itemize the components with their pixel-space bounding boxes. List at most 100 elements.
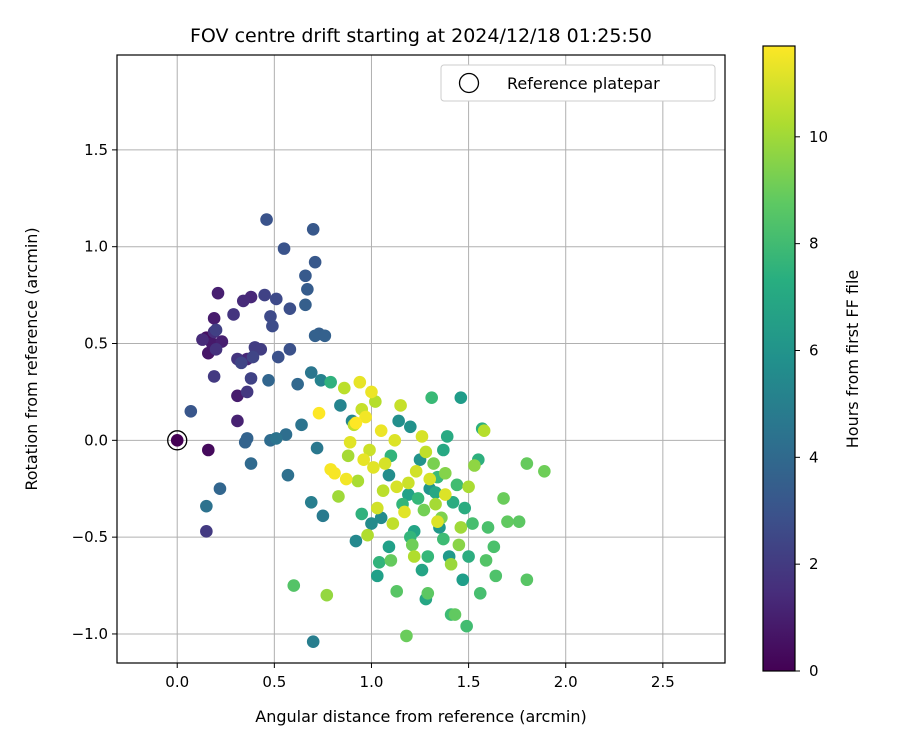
data-point (343, 435, 357, 449)
data-point (308, 329, 322, 343)
data-point (481, 521, 495, 534)
legend-box (440, 64, 716, 102)
data-point (363, 443, 376, 457)
data-point (400, 629, 413, 643)
data-point (244, 457, 258, 470)
data-point (489, 569, 503, 583)
data-point (304, 495, 318, 509)
data-point (337, 381, 351, 395)
data-point (320, 588, 334, 602)
data-point (458, 501, 472, 515)
data-point (258, 288, 271, 302)
data-point (446, 495, 460, 509)
chart-title: FOV centre drift starting at 2024/12/18 … (190, 25, 652, 47)
data-point (291, 377, 304, 391)
data-point (390, 480, 404, 494)
data-point (386, 517, 400, 530)
data-point (264, 310, 277, 323)
data-point (308, 255, 322, 269)
x-tick-label: 1.0 (360, 673, 384, 691)
data-point (454, 391, 468, 405)
data-point (460, 619, 473, 633)
data-point (365, 517, 378, 530)
data-point (283, 302, 297, 315)
y-tick-label: −0.5 (72, 528, 108, 546)
data-point (427, 457, 440, 470)
data-point (374, 511, 388, 525)
data-point (281, 468, 295, 482)
y-axis-ticks: −1.0 −0.5 0.0 0.5 1.0 1.5 (72, 141, 117, 643)
data-point (231, 414, 244, 428)
reference-ring (167, 430, 188, 451)
data-point (378, 457, 392, 470)
data-point (357, 453, 370, 466)
data-point (479, 554, 493, 567)
data-point (415, 430, 429, 443)
data-point (520, 457, 534, 470)
data-point (269, 292, 283, 306)
data-point (437, 443, 450, 457)
data-point (334, 399, 347, 412)
data-point (405, 538, 419, 552)
data-point (462, 550, 475, 563)
colorbar-frame (762, 45, 796, 672)
data-point (244, 372, 258, 385)
data-point (361, 528, 374, 542)
data-point (318, 329, 332, 343)
x-tick-label: 0.5 (262, 673, 286, 691)
data-point (388, 434, 402, 447)
data-point (501, 515, 514, 528)
data-point (512, 515, 526, 528)
legend: Reference platepar (440, 64, 716, 102)
data-point (235, 356, 248, 370)
reference-point (170, 434, 184, 447)
data-point (431, 515, 444, 528)
data-point (382, 468, 396, 482)
data-point (211, 286, 225, 300)
y-tick-label: −1.0 (72, 625, 108, 643)
colorbar-gradient (763, 46, 795, 671)
data-point (398, 505, 411, 519)
plot-frame (116, 54, 726, 664)
x-tick-label: 2.5 (651, 673, 675, 691)
data-point (279, 428, 293, 441)
data-point (262, 373, 275, 387)
x-axis-ticks: 0.0 0.5 1.0 1.5 2.0 2.5 (165, 663, 675, 691)
data-point (287, 579, 301, 592)
data-point (209, 323, 223, 337)
data-point (415, 563, 429, 577)
colorbar-label: Hours from first FF file (843, 270, 862, 449)
data-point (339, 472, 353, 486)
data-point (324, 375, 337, 389)
y-tick-label: 1.0 (84, 238, 108, 256)
data-point (437, 532, 450, 546)
data-point (324, 463, 337, 476)
data-point (372, 556, 386, 569)
data-point (196, 333, 209, 346)
data-point (209, 343, 223, 356)
data-point (238, 435, 252, 449)
data-point (207, 312, 221, 325)
data-point (283, 343, 297, 356)
data-points (184, 213, 551, 649)
y-tick-label: 1.5 (84, 141, 108, 159)
colorbar-tick-label: 10 (809, 128, 828, 146)
data-point (421, 586, 435, 600)
y-axis-label: Rotation from reference (arcmin) (22, 227, 41, 490)
data-point (429, 486, 442, 499)
data-point (402, 476, 415, 490)
data-point (310, 441, 324, 455)
data-point (312, 406, 326, 420)
data-point (213, 482, 227, 496)
data-point (462, 480, 475, 494)
data-point (299, 298, 312, 312)
data-point (367, 461, 380, 474)
data-point (421, 550, 435, 563)
data-point (487, 540, 501, 554)
data-point (200, 499, 213, 513)
data-point (382, 540, 396, 554)
data-point (438, 466, 452, 480)
data-point (417, 503, 431, 517)
data-point (369, 395, 382, 408)
data-point (306, 222, 320, 236)
